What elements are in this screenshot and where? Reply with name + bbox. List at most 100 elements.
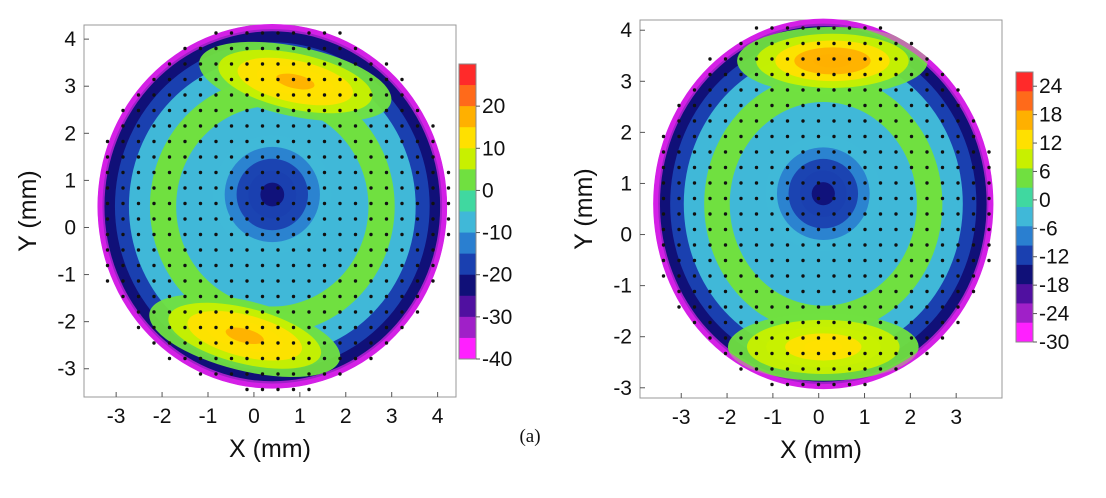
sample-point bbox=[276, 325, 280, 330]
sample-point bbox=[785, 212, 790, 216]
sample-point bbox=[276, 372, 280, 376]
sample-point bbox=[183, 248, 187, 252]
colorbar-segment bbox=[459, 148, 476, 170]
sample-point bbox=[677, 258, 681, 263]
sample-point bbox=[863, 57, 867, 61]
sample-point bbox=[105, 279, 110, 283]
colorbar-segment bbox=[1016, 168, 1033, 189]
sample-point bbox=[384, 248, 389, 252]
sample-point bbox=[338, 217, 342, 221]
sample-point bbox=[183, 139, 187, 144]
sample-point bbox=[801, 243, 805, 247]
sample-point bbox=[338, 46, 342, 51]
sample-point bbox=[260, 31, 265, 35]
sample-point bbox=[801, 320, 805, 325]
sample-point bbox=[369, 77, 373, 82]
sample-point bbox=[338, 93, 342, 97]
sample-point bbox=[754, 336, 759, 340]
sample-point bbox=[415, 155, 420, 159]
sample-point bbox=[708, 305, 712, 309]
sample-point bbox=[384, 124, 389, 128]
sample-point bbox=[229, 217, 234, 221]
sample-point bbox=[307, 155, 311, 159]
sample-point bbox=[909, 258, 914, 263]
sample-point bbox=[245, 356, 249, 361]
sample-point bbox=[816, 181, 821, 185]
sample-point bbox=[739, 103, 743, 108]
sample-point bbox=[276, 356, 280, 361]
sample-point bbox=[816, 274, 821, 278]
sample-point bbox=[353, 77, 358, 82]
sample-point bbox=[415, 124, 420, 128]
sample-point bbox=[214, 356, 218, 361]
sample-point bbox=[723, 274, 728, 278]
colorbar-tick-label: -18 bbox=[1039, 274, 1069, 297]
sample-point bbox=[291, 356, 296, 361]
sample-point bbox=[770, 320, 774, 325]
sample-point bbox=[847, 103, 852, 108]
sample-point bbox=[770, 258, 774, 263]
sample-point bbox=[692, 181, 697, 185]
sample-point bbox=[400, 124, 404, 128]
sample-point bbox=[384, 93, 389, 97]
sample-point bbox=[847, 243, 852, 247]
sample-point bbox=[832, 181, 836, 185]
sample-point bbox=[245, 294, 249, 299]
sample-point bbox=[863, 103, 867, 108]
sample-point bbox=[260, 387, 265, 392]
sample-point bbox=[801, 382, 805, 387]
sample-point bbox=[167, 139, 172, 144]
sample-point bbox=[183, 46, 187, 51]
left-x-axis-label: X (mm) bbox=[229, 435, 311, 463]
sample-point bbox=[105, 170, 110, 175]
sample-point bbox=[384, 186, 389, 190]
sample-point bbox=[770, 103, 774, 108]
sample-point bbox=[956, 134, 960, 139]
sample-point bbox=[229, 46, 234, 51]
sample-point bbox=[415, 108, 420, 113]
sample-point bbox=[878, 26, 883, 30]
sample-point bbox=[770, 150, 774, 154]
sample-point bbox=[832, 88, 836, 92]
sample-point bbox=[291, 341, 296, 345]
left-contour-map bbox=[97, 24, 448, 389]
sample-point bbox=[260, 77, 265, 82]
sample-point bbox=[353, 325, 358, 330]
x-tick-label: -1 bbox=[764, 406, 783, 429]
y-tick-label: 0 bbox=[64, 216, 76, 239]
sample-point bbox=[353, 217, 358, 221]
colorbar-tick-label: -10 bbox=[482, 222, 512, 245]
sample-point bbox=[229, 77, 234, 82]
sample-point bbox=[291, 46, 296, 51]
right-x-axis-label: X (mm) bbox=[780, 436, 862, 464]
sample-point bbox=[322, 139, 327, 144]
sample-point bbox=[801, 57, 805, 61]
sample-point bbox=[956, 289, 960, 294]
sample-point bbox=[369, 139, 373, 144]
sample-point bbox=[971, 258, 976, 263]
y-tick-label: 0 bbox=[620, 224, 632, 247]
sample-point bbox=[692, 196, 697, 201]
sample-point bbox=[260, 217, 265, 221]
rim-band bbox=[653, 18, 994, 390]
sample-point bbox=[307, 201, 311, 206]
x-tick-label: 1 bbox=[859, 406, 871, 429]
sample-point bbox=[956, 150, 960, 154]
sample-point bbox=[708, 57, 712, 61]
sample-point bbox=[925, 305, 929, 309]
sample-point bbox=[291, 31, 296, 35]
sample-point bbox=[816, 134, 821, 139]
sample-point bbox=[692, 165, 697, 170]
sample-point bbox=[307, 356, 311, 361]
sample-point bbox=[229, 372, 234, 376]
sample-point bbox=[878, 88, 883, 92]
sample-point bbox=[183, 310, 187, 314]
sample-point bbox=[260, 232, 265, 237]
sample-point bbox=[925, 289, 929, 294]
sample-point bbox=[801, 274, 805, 278]
sample-point bbox=[245, 279, 249, 283]
sample-point bbox=[708, 243, 712, 247]
colorbar-segment bbox=[1016, 322, 1033, 343]
sample-point bbox=[121, 279, 125, 283]
sample-point bbox=[400, 93, 404, 97]
